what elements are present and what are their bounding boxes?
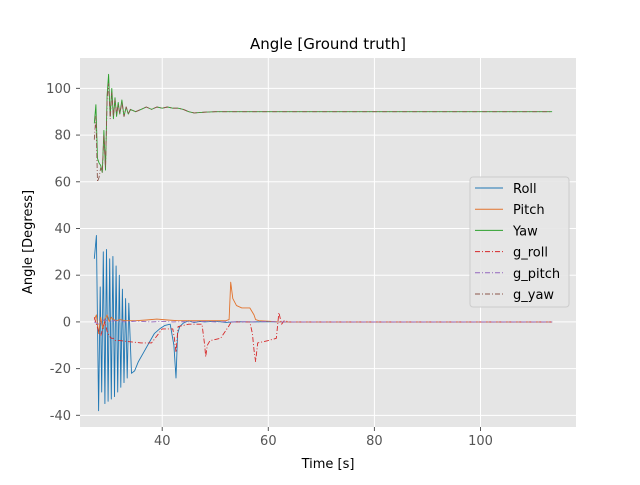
series-layer — [93, 73, 553, 412]
x-tick-label: 60 — [260, 434, 277, 449]
y-tick-label: 40 — [54, 222, 71, 237]
x-axis-title: Time [s] — [301, 457, 355, 472]
y-tick-label: 100 — [46, 82, 71, 97]
x-tick-label: 80 — [366, 434, 383, 449]
x-tick-label: 100 — [468, 434, 493, 449]
legend: Roll Pitch Yaw g_roll g_pitch g_yaw — [469, 176, 570, 308]
series-line-g-pitch — [94, 319, 553, 325]
legend-label: Roll — [513, 182, 537, 197]
series-line-g-roll — [93, 312, 553, 363]
y-axis-title: Angle [Degress] — [21, 190, 36, 294]
y-tick-label: 20 — [54, 269, 71, 284]
ticks: 40 60 80 100 -40 -20 0 20 40 60 80 100 — [46, 82, 493, 449]
y-tick-label: 80 — [54, 129, 71, 144]
chart-title: Angle [Ground truth] — [250, 35, 406, 53]
legend-label: Yaw — [512, 224, 538, 239]
legend-label: g_roll — [513, 246, 548, 261]
series-line-g-yaw — [93, 83, 553, 183]
legend-label: Pitch — [513, 203, 545, 218]
x-tick-label: 40 — [154, 434, 171, 449]
y-tick-label: -20 — [50, 362, 71, 377]
y-tick-label: -40 — [50, 409, 71, 424]
y-tick-label: 0 — [63, 315, 71, 330]
legend-label: g_pitch — [513, 267, 560, 282]
legend-label: g_yaw — [513, 288, 554, 303]
y-tick-label: 60 — [54, 175, 71, 190]
